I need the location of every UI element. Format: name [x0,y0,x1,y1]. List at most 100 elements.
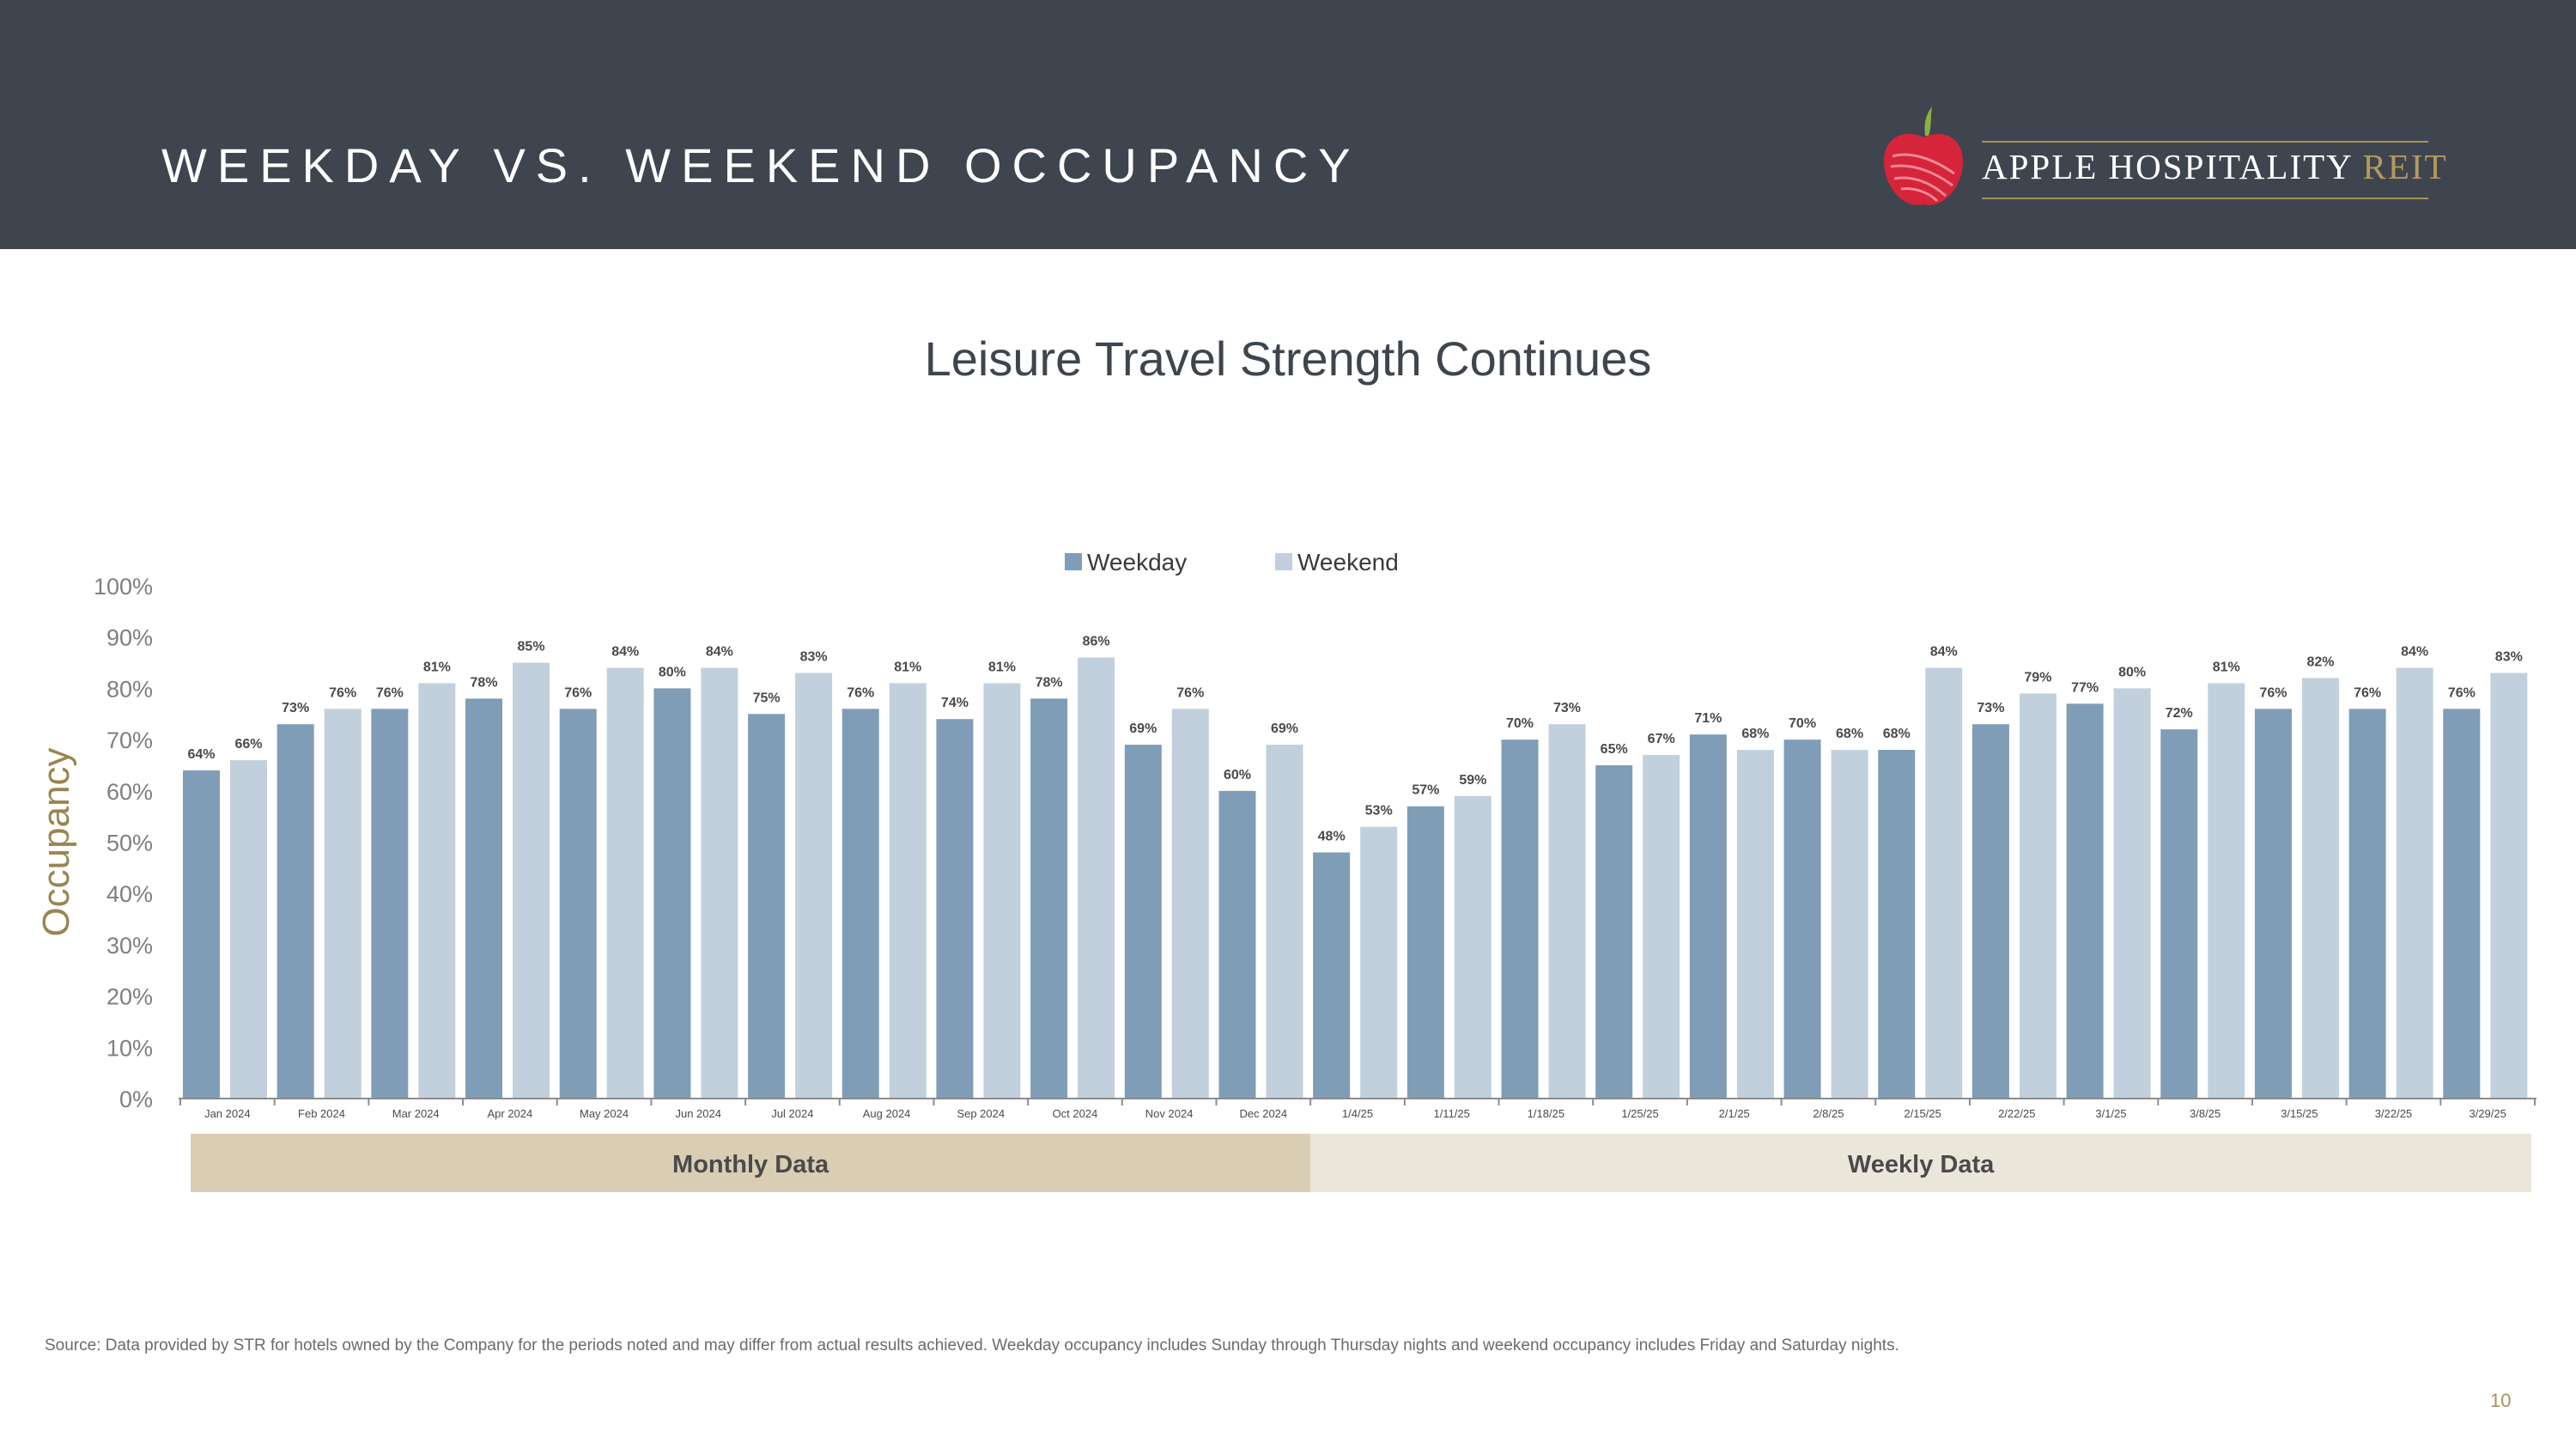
bar-weekend-21 [2208,683,2245,1099]
data-label-weekday: 76% [2448,685,2476,700]
data-label-weekday: 60% [1224,768,1251,782]
header-bar: WEEKDAY VS. WEEKEND OCCUPANCY APPLE HOSP… [0,0,2576,249]
data-label-weekend: 76% [1176,685,1204,700]
bar-weekend-20 [2113,688,2151,1099]
data-label-weekday: 69% [1129,721,1157,736]
bar-weekend-16 [1736,750,1774,1099]
bar-weekend-24 [2490,673,2528,1099]
bar-weekday-10 [1124,745,1162,1099]
data-label-weekday: 73% [282,701,309,715]
x-tick-label: 3/1/25 [2095,1107,2126,1120]
data-label-weekday: 71% [1694,711,1722,726]
bar-weekday-12 [1313,852,1351,1099]
data-label-weekday: 65% [1601,742,1628,757]
chart-title: Leisure Travel Strength Continues [924,332,1652,386]
x-tick-label: 1/11/25 [1433,1107,1469,1120]
occupancy-bar-chart: 0% 10% 20% 30% 40% 50% 60% 70% 80% 90% 100% Occupan… [35,549,2537,1192]
legend-label-weekday: Weekday [1087,549,1187,575]
data-label-weekday: 76% [376,685,404,700]
y-tick-label: 20% [106,984,153,1010]
data-label-weekend: 81% [2213,660,2240,674]
bar-weekday-1 [276,724,314,1099]
x-tick-label: Aug 2024 [863,1107,911,1120]
data-label-weekday: 57% [1412,783,1439,798]
y-tick-label: 50% [106,831,153,856]
bar-weekday-11 [1218,790,1256,1099]
data-label-weekend: 53% [1365,804,1393,819]
bar-weekend-8 [983,683,1021,1099]
x-tick-label: Sep 2024 [957,1107,1005,1120]
y-tick-label: 40% [106,881,153,907]
y-tick-label: 70% [106,728,153,753]
data-label-weekend: 84% [2401,645,2428,660]
group-band-1 [1310,1134,2531,1192]
bar-weekday-17 [1783,740,1821,1099]
x-tick-label: Jan 2024 [204,1107,251,1120]
logo-wordmark: APPLE HOSPITALITY REIT [1982,146,2448,187]
logo-text-accent: REIT [2362,147,2448,186]
x-tick-label: 2/15/25 [1904,1107,1941,1120]
data-label-weekend: 79% [2024,670,2051,685]
company-logo: APPLE HOSPITALITY REIT [1880,103,2446,215]
data-label-weekend: 81% [423,660,451,674]
data-label-weekday: 48% [1318,829,1346,843]
data-label-weekend: 82% [2306,654,2334,669]
data-label-weekend: 59% [1459,773,1486,788]
x-tick-label: Apr 2024 [487,1107,532,1120]
bar-weekend-22 [2301,678,2339,1099]
bar-weekend-7 [889,683,927,1099]
bar-weekday-23 [2348,709,2386,1099]
y-tick-label: 100% [94,574,153,600]
bar-weekend-2 [418,683,456,1099]
data-label-weekday: 78% [1036,675,1063,690]
bar-weekday-4 [559,709,597,1099]
bar-weekday-16 [1689,734,1727,1099]
y-tick-label: 80% [106,676,153,702]
x-tick-label: Jul 2024 [771,1107,813,1120]
y-tick-label: 60% [106,779,153,805]
bar-weekday-7 [841,709,879,1099]
x-tick-label: 1/18/25 [1528,1107,1564,1120]
data-label-weekend: 84% [1930,645,1958,660]
x-tick-label: 1/4/25 [1342,1107,1373,1120]
bar-weekday-5 [653,688,691,1099]
y-axis-title: Occupancy [35,747,77,936]
data-label-weekday: 78% [471,675,498,690]
page-number: 10 [2490,1390,2512,1411]
bar-weekend-14 [1548,724,1586,1099]
data-label-weekday: 76% [564,685,592,700]
bar-weekday-8 [936,719,974,1099]
bar-weekday-6 [748,714,786,1099]
bar-weekend-23 [2396,667,2433,1099]
data-label-weekend: 83% [2495,649,2523,664]
bar-weekday-2 [371,709,409,1099]
bar-weekend-19 [2019,693,2057,1099]
x-tick-label: 1/25/25 [1621,1107,1658,1120]
data-label-weekend: 83% [800,649,828,664]
group-label-1: Weekly Data [1848,1151,1995,1178]
bar-weekend-12 [1360,826,1398,1099]
x-tick-label: 3/29/25 [2469,1107,2506,1120]
legend-swatch-weekday [1065,553,1082,570]
data-label-weekend: 84% [611,645,639,660]
data-label-weekend: 68% [1741,727,1769,741]
logo-rule-bottom [1982,198,2428,199]
data-label-weekday: 70% [1789,716,1816,731]
data-label-weekend: 66% [234,737,262,752]
bar-weekday-15 [1595,764,1633,1099]
bar-weekday-3 [465,698,503,1099]
data-label-weekday: 74% [941,696,969,710]
bar-weekend-4 [606,667,644,1099]
x-tick-label: Oct 2024 [1053,1107,1098,1120]
bar-weekend-15 [1643,755,1680,1099]
bar-weekend-17 [1831,750,1868,1099]
legend-label-weekend: Weekend [1297,549,1399,575]
x-tick-label: Dec 2024 [1239,1107,1287,1120]
x-tick-label: 3/8/25 [2190,1107,2221,1120]
x-tick-label: 2/22/25 [1998,1107,2035,1120]
x-tick-label: Mar 2024 [392,1107,440,1120]
data-label-weekday: 80% [659,665,686,679]
bar-weekday-0 [183,770,220,1099]
data-label-weekday: 76% [847,685,874,700]
x-tick-label: Nov 2024 [1145,1107,1194,1120]
